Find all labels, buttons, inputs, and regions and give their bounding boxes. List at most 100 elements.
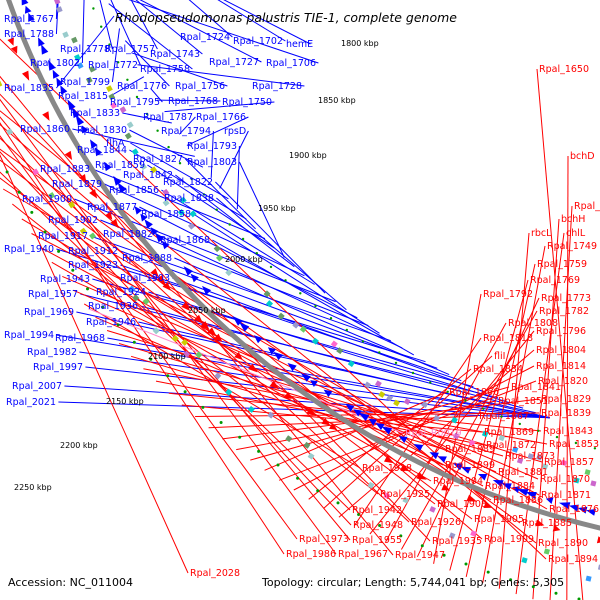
reverse-gene-connector <box>175 174 295 268</box>
reverse-gene-arrow <box>56 77 64 87</box>
forward-gene-label: Rpal_1851 <box>498 396 548 407</box>
gc-content-dot <box>537 429 540 432</box>
cog-feature <box>498 434 505 442</box>
cog-feature <box>433 414 441 422</box>
gc-skew-dot <box>399 534 403 538</box>
cog-feature <box>187 222 196 230</box>
reverse-gene-arrow <box>512 486 521 493</box>
gc-skew-dot <box>464 562 468 566</box>
forward-gene-label: Rpal_1869 <box>484 427 534 438</box>
gc-skew-dot <box>531 585 535 589</box>
reverse-gene-connector <box>85 366 550 419</box>
reverse-gene-label: Rpal_1776 <box>117 81 167 92</box>
reverse-gene-label: Rpal_1768 <box>168 96 218 107</box>
cog-feature <box>597 564 600 571</box>
reverse-gene-label: Rpal_1900 <box>22 194 72 205</box>
forward-gene-label: Rpal_1889 <box>445 444 495 455</box>
reverse-gene-connector <box>174 257 450 376</box>
reverse-gene-label: Rpal_1778 <box>60 44 110 55</box>
forward-gene-label: Rpal_1792 <box>483 289 533 300</box>
gc-content-dot <box>378 351 381 354</box>
reverse-gene-connector <box>56 15 115 89</box>
forward-gene-label: Rpal_1942 <box>352 505 402 516</box>
reverse-gene-arrow <box>117 182 127 194</box>
forward-gene-arrow <box>552 524 561 532</box>
cog-feature <box>213 245 221 253</box>
forward-gene-connector <box>222 398 540 440</box>
forward-gene-label: Rpal_1885 <box>522 518 572 529</box>
reverse-gene-label: Rpal_1912 <box>68 246 118 257</box>
reverse-gene-label: Rpal_1997 <box>33 362 83 373</box>
forward-gene-label: Rpal_1834 <box>473 364 523 375</box>
reverse-gene-connector <box>124 40 170 87</box>
gc-content-dot <box>345 328 348 332</box>
reverse-gene-label: Rpal_1844 <box>77 145 127 156</box>
forward-gene-label: Rpal_1955 <box>352 535 402 546</box>
cog-feature <box>6 128 14 136</box>
gc-content-dot <box>555 435 559 439</box>
reverse-gene-arrow <box>150 227 159 236</box>
reverse-gene-label: Rpal_1882 <box>103 229 153 240</box>
reverse-gene-connector <box>92 168 266 240</box>
reverse-gene-label: Rpal_1877 <box>87 202 137 213</box>
reverse-gene-connector <box>188 0 233 38</box>
gc-skew-dot <box>238 435 242 439</box>
reverse-gene-arrow <box>287 363 297 372</box>
reverse-gene-arrow <box>94 147 103 157</box>
genome-summary: Topology: circular; Length: 5,744,041 bp… <box>261 576 564 589</box>
reverse-gene-connector <box>178 116 196 135</box>
reverse-gene-label: Rpal_1838 <box>164 193 214 204</box>
forward-gene-label: Rpal_2028 <box>190 568 240 579</box>
gc-skew-dot <box>149 357 153 361</box>
reverse-gene-arrow <box>501 483 512 490</box>
forward-gene-connector <box>11 203 379 495</box>
kbp-tick-label: 2050 kbp <box>188 306 226 315</box>
forward-gene-connector <box>308 368 472 500</box>
cog-feature <box>543 548 551 555</box>
cog-feature <box>225 388 233 396</box>
forward-gene-connector <box>0 137 410 523</box>
forward-gene-arrow <box>156 275 167 286</box>
forward-gene-label: Rpal_1926 <box>411 517 461 528</box>
forward-gene-connector <box>0 135 298 540</box>
forward-gene-label: Rpal_1729 <box>574 201 600 212</box>
gc-skew-dot <box>378 524 382 527</box>
forward-gene-label: Rpal_1908 <box>437 499 487 510</box>
reverse-gene-connector <box>110 76 145 97</box>
forward-gene-label: Rpal_1759 <box>537 259 587 270</box>
cog-feature <box>448 532 456 539</box>
cog-feature <box>108 93 116 101</box>
cog-feature <box>403 398 411 406</box>
gc-content-dot <box>574 441 578 445</box>
forward-gene-connector <box>106 330 543 463</box>
forward-gene-label: bchH <box>561 214 585 225</box>
cog-feature <box>32 168 39 176</box>
gc-skew-dot <box>86 287 89 291</box>
cog-feature <box>468 439 476 447</box>
reverse-gene-connector <box>238 161 285 258</box>
cog-feature <box>214 372 222 380</box>
reverse-gene-connector <box>120 264 462 382</box>
forward-gene-connector <box>0 122 285 555</box>
cog-feature <box>179 196 187 204</box>
forward-gene-arrow <box>483 501 493 508</box>
forward-gene-connector <box>532 218 560 600</box>
reverse-gene-connector <box>137 64 305 87</box>
reverse-gene-label: Rpal_1756 <box>175 81 225 92</box>
reverse-gene-arrow <box>267 347 276 355</box>
reverse-gene-arrow <box>545 497 554 504</box>
cog-feature <box>85 76 93 84</box>
cog-feature <box>62 31 69 38</box>
forward-gene-arrow <box>162 281 171 291</box>
reverse-gene-label: Rpal_1767 <box>4 14 54 25</box>
cog-feature <box>307 452 315 460</box>
reverse-gene-connector <box>164 101 275 113</box>
forward-gene-label: Rpal_1857 <box>544 457 594 468</box>
reverse-gene-label: Rpal_1787 <box>143 112 193 123</box>
cog-feature <box>131 148 139 156</box>
gc-skew-dot <box>30 210 34 214</box>
reverse-gene-arrow <box>453 463 463 471</box>
forward-gene-label: Rpal_1935 <box>432 536 482 547</box>
reverse-gene-arrow <box>113 175 122 186</box>
reverse-gene-arrow <box>134 206 143 215</box>
